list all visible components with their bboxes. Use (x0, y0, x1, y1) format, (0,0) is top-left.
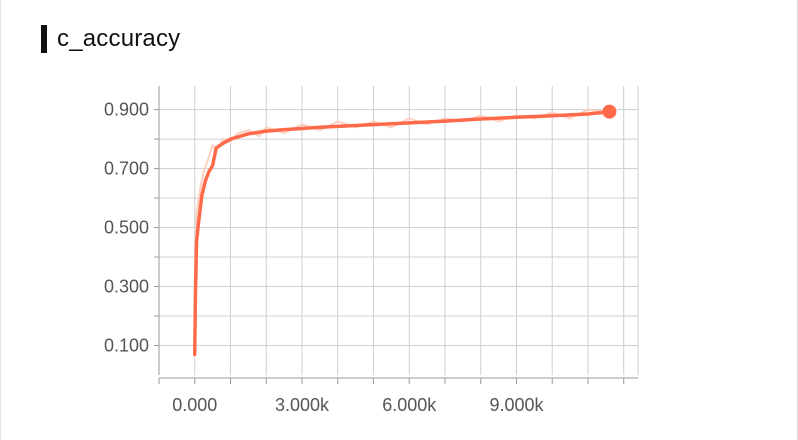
tick-label-layer: 0.100 0.300 0.500 0.700 0.900 0.000 3.000k 6.00… (104, 100, 545, 415)
y-tick-label: 0.500 (104, 218, 149, 238)
x-tick-label: 9.000k (489, 395, 544, 415)
x-tick-label: 6.000k (382, 395, 437, 415)
y-tick-label: 0.300 (104, 277, 149, 297)
title-marker-bar (41, 25, 47, 53)
grid-layer (159, 86, 639, 375)
chart-title-block: c_accuracy (41, 24, 180, 54)
y-tick-label: 0.900 (104, 100, 149, 120)
axis-layer (154, 86, 638, 384)
chart-title: c_accuracy (57, 25, 181, 52)
series-layer (192, 104, 617, 357)
y-tick-label: 0.700 (104, 159, 149, 179)
panel-left-border (0, 0, 1, 440)
x-tick-label: 3.000k (275, 395, 330, 415)
last-point-marker (602, 104, 617, 119)
y-tick-label: 0.100 (104, 336, 149, 356)
smoothed-series-line (192, 109, 612, 357)
x-tick-label: 0.000 (172, 395, 217, 415)
